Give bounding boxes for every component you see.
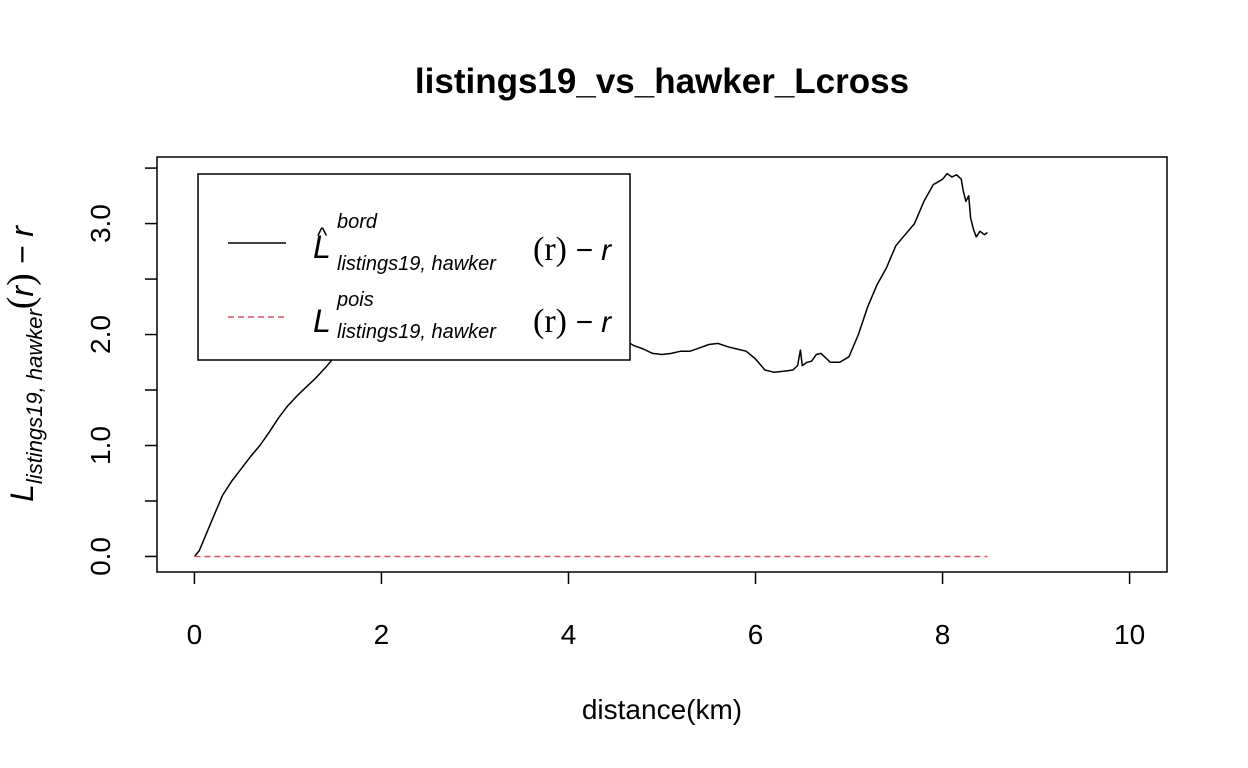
legend-pois-tail: − r <box>567 306 612 339</box>
y-axis-label-tail: − r <box>4 225 40 273</box>
y-axis-label-arg: r <box>4 285 40 297</box>
legend-bord-tail: − r <box>567 234 612 267</box>
legend-bord-subscript: listings19, hawker <box>337 253 497 275</box>
y-tick-label: 1.0 <box>85 426 116 465</box>
legend-pois-main: L <box>313 303 331 339</box>
legend: Lbord listings19, hawker (r) − r ^ Lpois li… <box>197 173 631 361</box>
legend-bord-arg: (r) <box>533 231 567 268</box>
legend-pois-arg: (r) <box>533 303 567 340</box>
y-axis: 0.0 1.0 2.0 3.0 <box>85 167 157 576</box>
chart-title: listings19_vs_hawker_Lcross <box>415 62 909 101</box>
x-axis: 0 2 4 6 8 10 <box>187 572 1145 650</box>
x-axis-label: distance(km) <box>582 694 742 725</box>
legend-box <box>197 173 631 361</box>
x-tick-label: 2 <box>374 619 390 650</box>
legend-bord-hat: ^ <box>317 223 328 248</box>
x-tick-label: 10 <box>1114 619 1145 650</box>
y-tick-label: 2.0 <box>85 315 116 354</box>
x-tick-label: 4 <box>561 619 577 650</box>
legend-pois-subscript: listings19, hawker <box>337 321 497 343</box>
y-axis-label: Llistings19, hawker(r) − r <box>0 225 47 502</box>
legend-bord-superscript: bord <box>337 211 378 233</box>
legend-pois-superscript: pois <box>336 289 374 311</box>
y-axis-label-paren-open: ( <box>0 297 42 310</box>
x-tick-label: 8 <box>935 619 951 650</box>
legend-label-pois: Lpois listings19, hawker (r) − r <box>313 289 612 343</box>
x-tick-label: 0 <box>187 619 203 650</box>
plot-area-border <box>156 156 1168 573</box>
x-tick-label: 6 <box>748 619 764 650</box>
legend-label-bord: Lbord listings19, hawker (r) − r <box>313 211 612 275</box>
y-tick-label: 3.0 <box>85 204 116 243</box>
y-axis-label-subscript: listings19, hawker <box>22 308 47 485</box>
y-axis-label-main: L <box>4 484 40 502</box>
y-tick-label: 0.0 <box>85 537 116 576</box>
y-axis-label-paren-close: ) <box>0 273 42 286</box>
legend-bord-main: L <box>313 229 331 265</box>
